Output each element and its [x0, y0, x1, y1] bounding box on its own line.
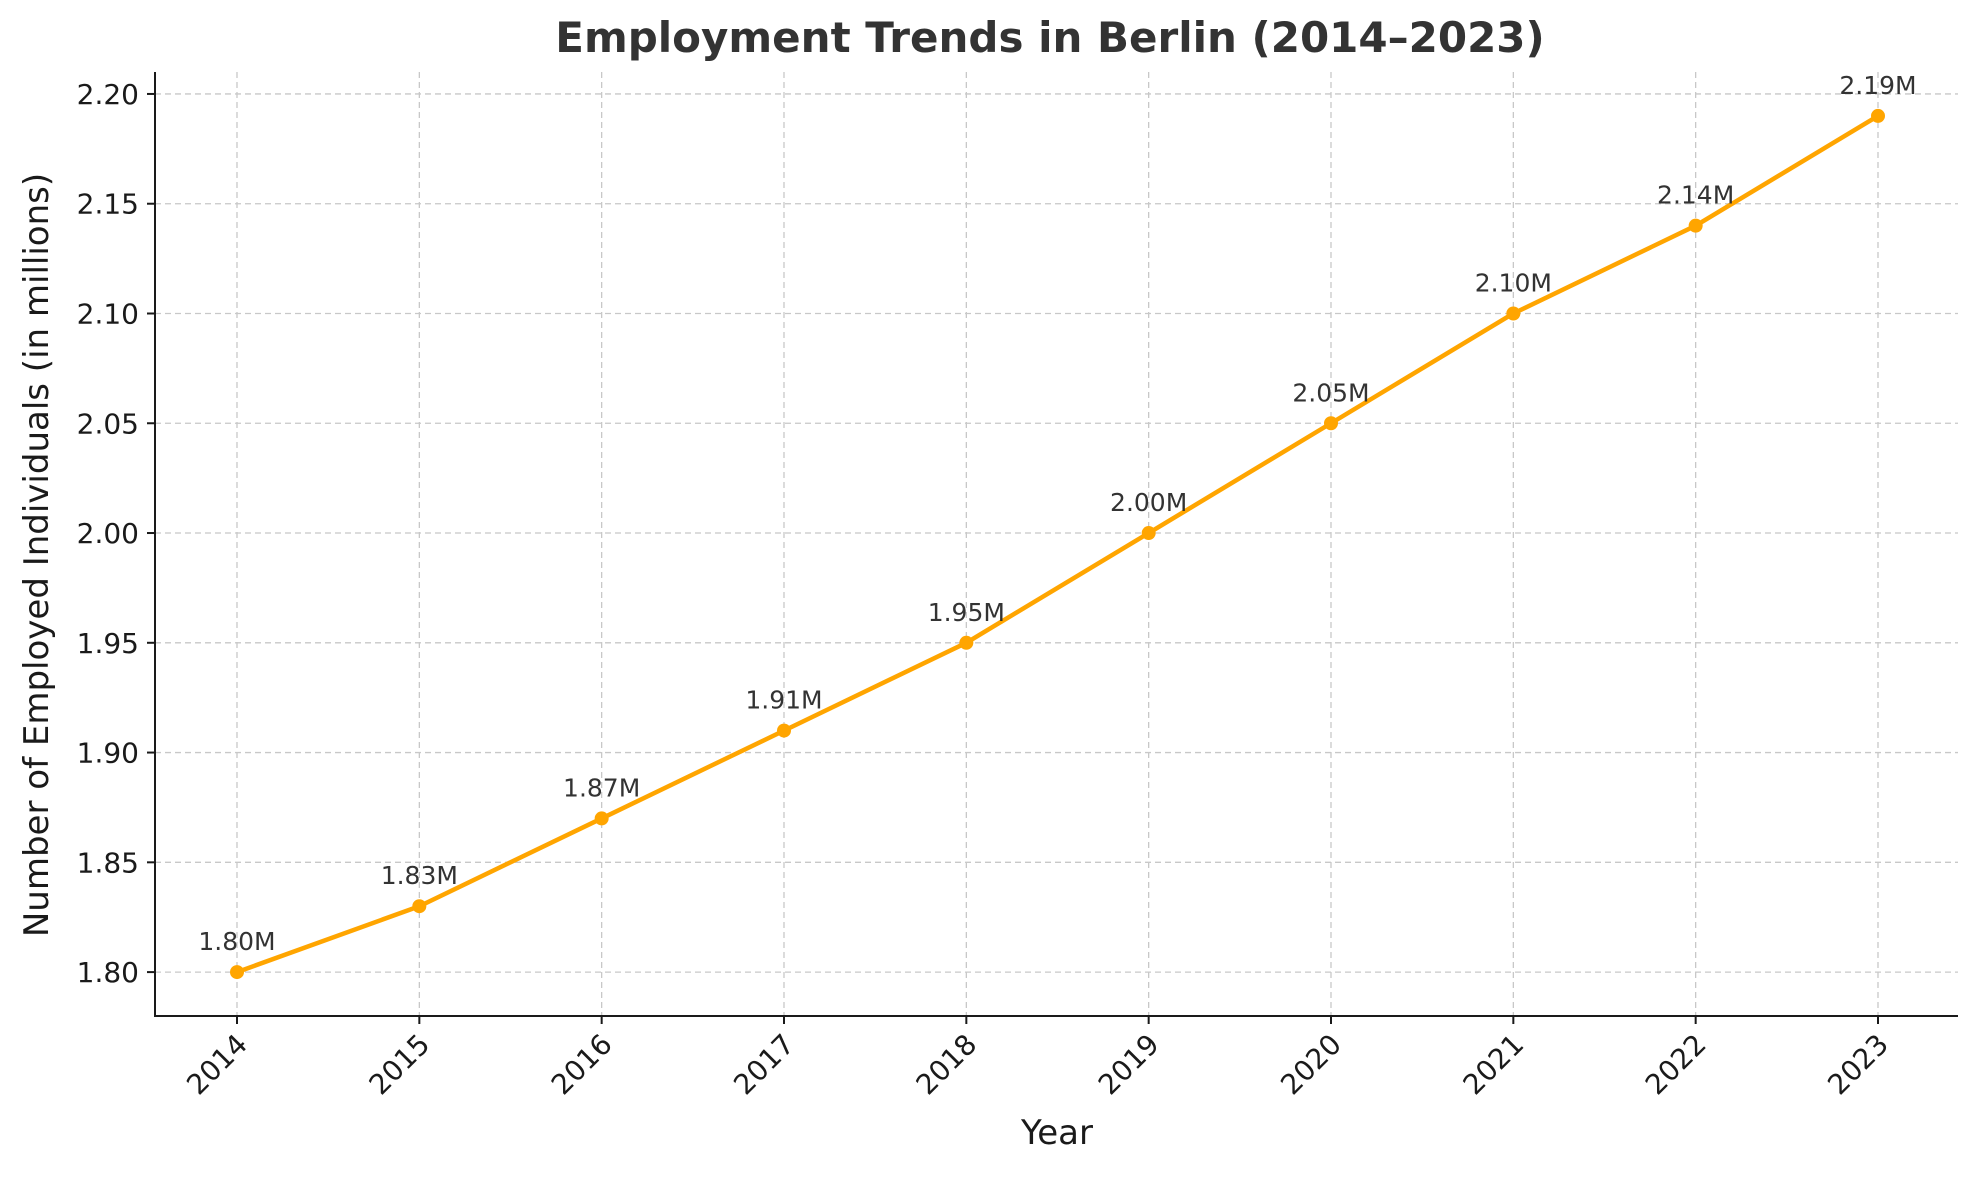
data-label: 1.95M	[928, 598, 1005, 627]
data-point	[959, 635, 974, 650]
x-tick-label: 2021	[1457, 1028, 1531, 1102]
data-point	[1324, 416, 1338, 431]
x-tick-label: 2017	[727, 1028, 801, 1102]
data-point	[1506, 306, 1521, 321]
data-label: 1.80M	[198, 927, 275, 956]
data-point	[1141, 526, 1156, 541]
data-label: 2.14M	[1657, 181, 1734, 210]
data-label: 2.00M	[1110, 488, 1187, 517]
y-tick-label: 1.90	[77, 737, 139, 770]
y-tick-label: 1.80	[77, 956, 139, 989]
data-point	[1871, 108, 1885, 123]
x-tick-label: 2018	[910, 1028, 984, 1102]
chart-title: Employment Trends in Berlin (2014–2023)	[555, 13, 1544, 62]
y-tick-label: 2.00	[77, 517, 139, 550]
data-label: 2.05M	[1292, 378, 1369, 407]
y-axis-label: Number of Employed Individuals (in milli…	[17, 173, 57, 937]
y-tick-label: 2.15	[77, 188, 139, 221]
x-tick-label: 2022	[1639, 1028, 1713, 1102]
y-tick-label: 1.95	[77, 627, 139, 660]
data-labels: 1.80M 1.83M 1.87M 1.91M 1.95M 2.00M 2.05M 2.10M…	[198, 71, 1916, 956]
data-label: 2.19M	[1839, 71, 1916, 100]
axis-spines	[154, 72, 1958, 1017]
x-tick-label: 2014	[180, 1028, 254, 1102]
x-tick-label: 2016	[545, 1028, 619, 1102]
series-line	[234, 113, 1881, 975]
data-label: 2.10M	[1475, 268, 1552, 297]
data-point	[594, 811, 609, 826]
data-label: 1.87M	[563, 773, 640, 802]
data-label: 1.83M	[381, 861, 458, 890]
x-axis-label: Year	[1020, 1113, 1093, 1153]
axes: 2014 2015 2016 2017 2018 2019 2020 2021 2022 2023…	[77, 72, 1958, 1101]
y-tick-label: 2.10	[77, 297, 139, 330]
data-point	[777, 723, 791, 738]
x-tick-label: 2023	[1821, 1028, 1895, 1102]
x-tick-label: 2020	[1274, 1028, 1348, 1102]
series-layer	[230, 108, 1885, 980]
data-point	[1688, 218, 1703, 233]
data-point	[230, 965, 244, 980]
data-point	[412, 899, 427, 914]
y-tick-label: 2.05	[77, 407, 139, 440]
y-tick-label: 1.85	[77, 846, 139, 879]
x-tick-label: 2019	[1092, 1028, 1166, 1102]
data-label: 1.91M	[745, 686, 822, 715]
gridlines	[155, 72, 1958, 1016]
x-tick-label: 2015	[363, 1028, 437, 1102]
y-tick-label: 2.20	[77, 78, 139, 111]
